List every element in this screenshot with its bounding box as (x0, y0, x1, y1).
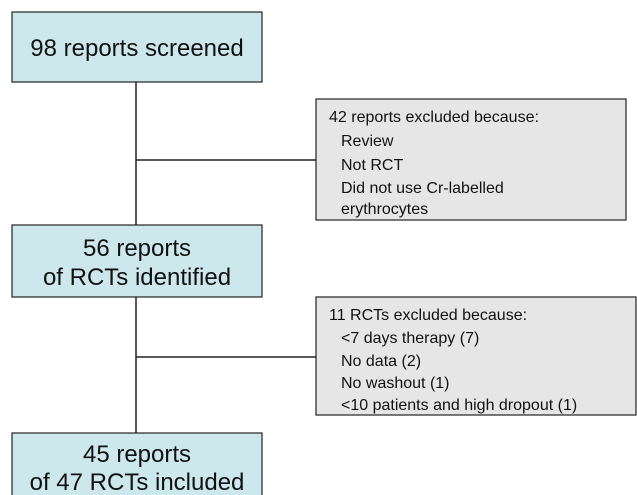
exclusion-box (315, 98, 627, 221)
exclusion-item: <10 patients and high dropout (1) (341, 397, 577, 414)
node-box (11, 11, 263, 83)
exclusion-item: Review (341, 133, 394, 150)
node-text: of 47 RCTs included (30, 469, 245, 495)
exclusion-item: erythrocytes (341, 201, 428, 218)
exclusion-item: No washout (1) (341, 375, 450, 392)
exclusion-item: Did not use Cr-labelled (341, 180, 504, 197)
node-text: 98 reports screened (30, 35, 243, 62)
exclusion-item: No data (2) (341, 353, 421, 370)
exclusion-item: Not RCT (341, 157, 403, 174)
exclusion-title: 11 RCTs excluded because: (329, 307, 527, 324)
node-box (11, 432, 263, 495)
exclusion-item: <7 days therapy (7) (341, 330, 479, 347)
exclusion-title: 42 reports excluded because: (329, 109, 539, 126)
node-box (11, 224, 263, 298)
node-text: of RCTs identified (43, 264, 231, 291)
node-text: 56 reports (83, 235, 191, 262)
exclusion-box (315, 296, 637, 416)
node-text: 45 reports (83, 441, 191, 468)
connectors (135, 82, 316, 433)
